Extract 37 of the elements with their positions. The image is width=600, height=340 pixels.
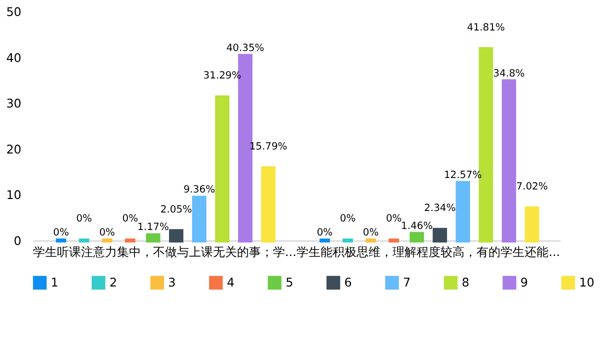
y-tick-label: 30 bbox=[6, 96, 22, 111]
data-label: 0% bbox=[316, 228, 333, 239]
data-label: 9.36% bbox=[183, 184, 216, 196]
data-label: 31.29% bbox=[203, 70, 242, 82]
y-tick-label: 20 bbox=[6, 142, 22, 156]
data-label: 0% bbox=[386, 214, 402, 225]
data-label: 40.35% bbox=[226, 42, 264, 54]
data-label: 2.05% bbox=[160, 204, 192, 216]
legend-label: 6 bbox=[344, 276, 352, 290]
legend-label: 3 bbox=[168, 276, 176, 290]
y-tick-label: 0 bbox=[14, 234, 22, 248]
legend-label: 2 bbox=[109, 276, 118, 290]
data-label: 41.81% bbox=[466, 22, 505, 34]
data-label: 34.8% bbox=[493, 68, 525, 80]
data-label: 7.02% bbox=[516, 182, 548, 193]
legend-label: 7 bbox=[402, 276, 411, 290]
data-label: 1.17% bbox=[137, 222, 169, 234]
data-label: 0% bbox=[362, 228, 379, 239]
legend-label: 4 bbox=[226, 276, 234, 290]
data-label: 0% bbox=[53, 228, 69, 239]
y-tick-label: 40 bbox=[6, 50, 22, 65]
y-tick-label: 10 bbox=[6, 188, 22, 202]
legend-label: 5 bbox=[286, 276, 294, 290]
data-label: 1.46% bbox=[401, 220, 433, 232]
x-tick-label: 学生能积极思维，理解程度较高，有的学生还能... bbox=[296, 244, 560, 259]
data-label: 0% bbox=[122, 214, 138, 225]
legend-label: 9 bbox=[520, 276, 528, 290]
legend-label: 10 bbox=[579, 276, 594, 290]
x-tick-label: 学生听课注意力集中，不做与上课无关的事；学... bbox=[32, 244, 296, 259]
legend-label: 1 bbox=[50, 276, 58, 290]
y-tick-label: 50 bbox=[6, 5, 22, 20]
data-label: 15.79% bbox=[249, 141, 288, 152]
legend-label: 8 bbox=[462, 276, 470, 290]
data-label: 2.34% bbox=[424, 202, 456, 214]
data-label: 0% bbox=[340, 214, 356, 225]
data-label: 0% bbox=[99, 228, 115, 239]
data-label: 0% bbox=[76, 214, 92, 225]
